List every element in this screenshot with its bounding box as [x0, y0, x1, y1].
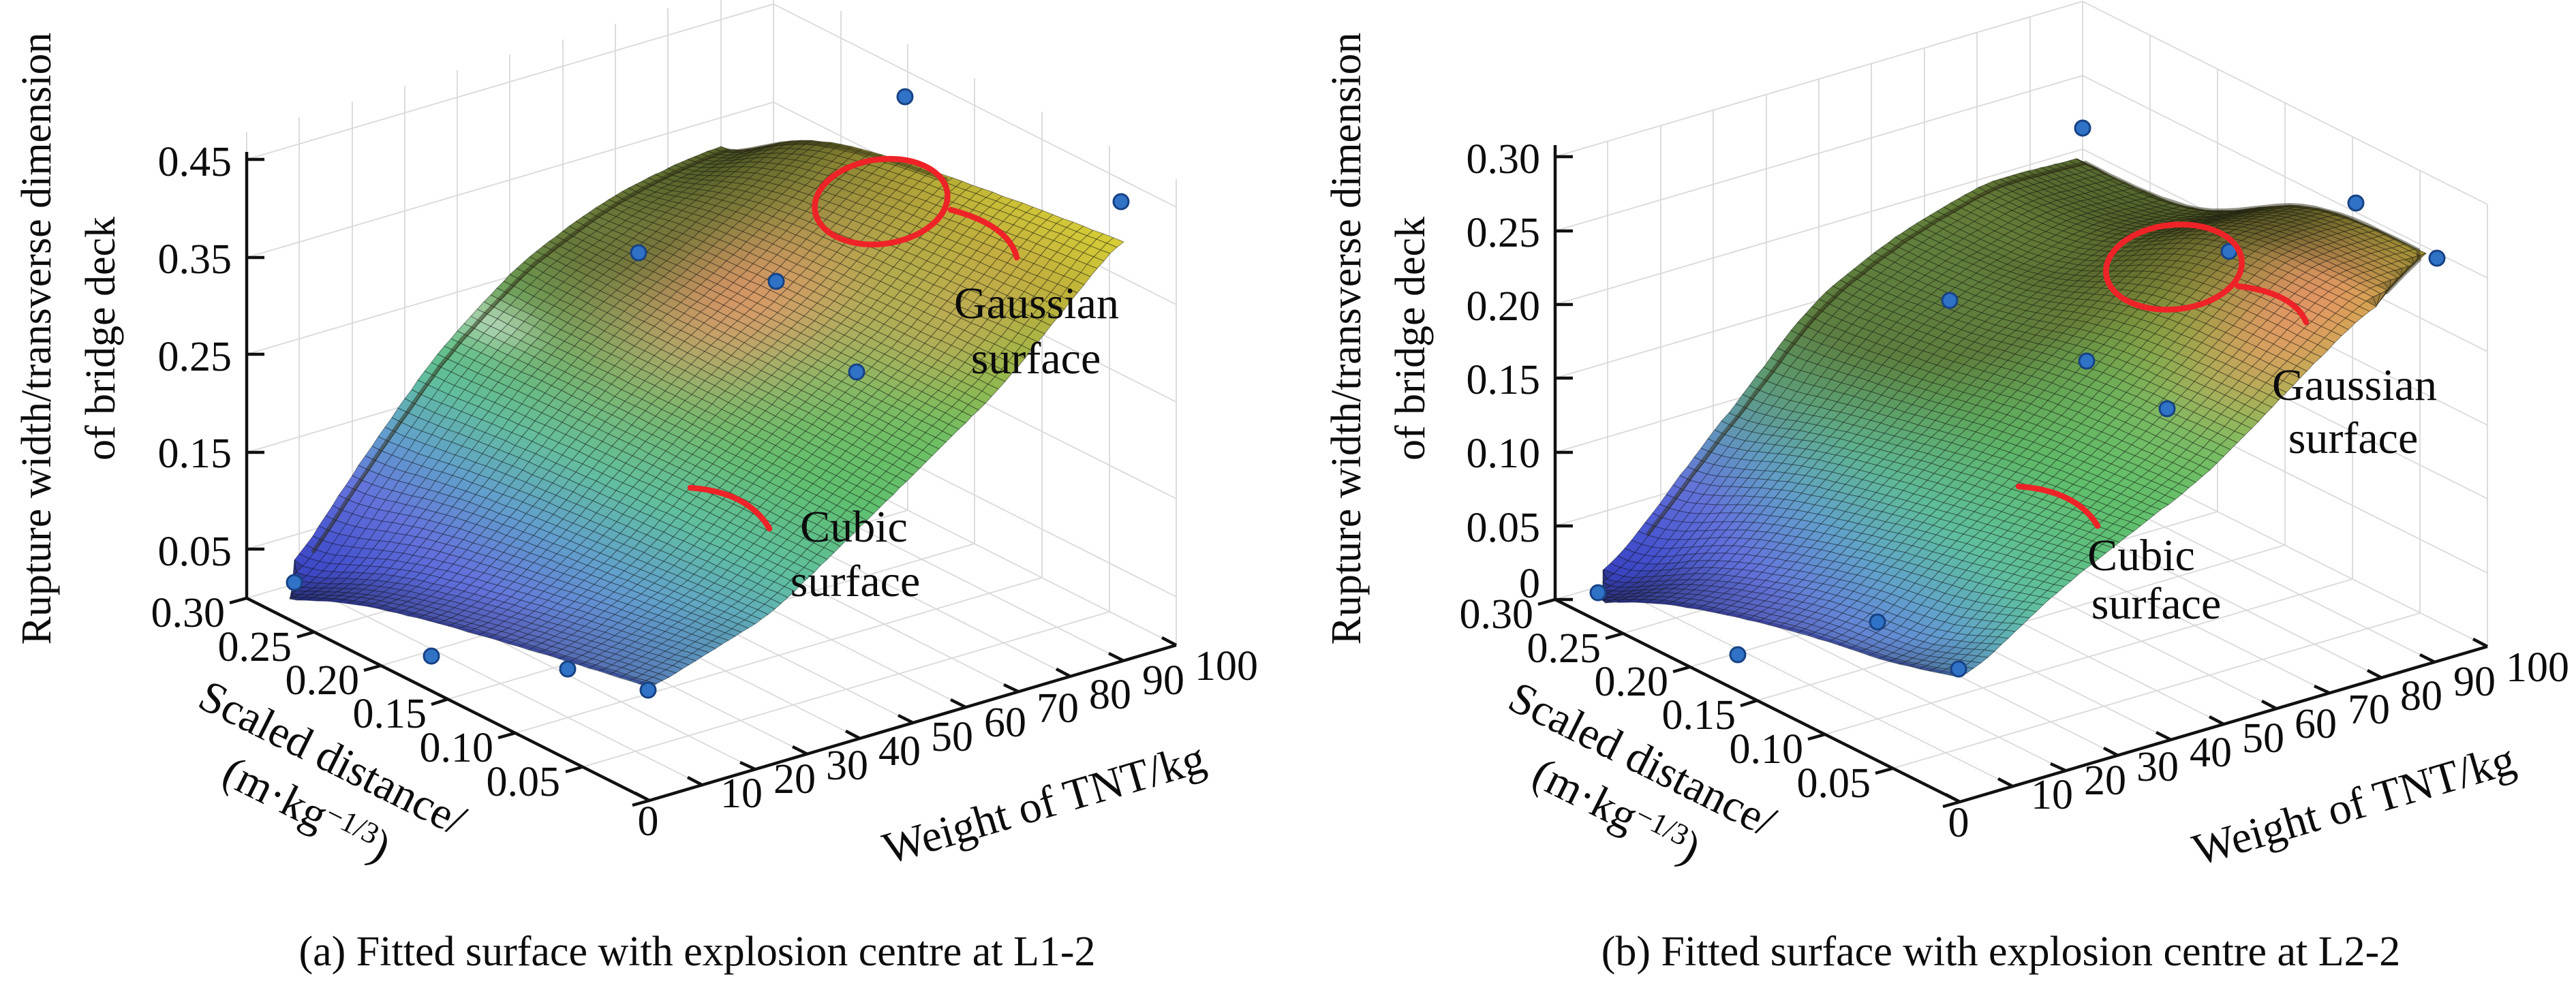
svg-text:50: 50	[931, 714, 973, 760]
svg-text:0.05: 0.05	[1797, 760, 1871, 807]
svg-text:70: 70	[2348, 687, 2390, 733]
svg-text:Gaussian: Gaussian	[2272, 360, 2437, 410]
svg-text:of bridge deck: of bridge deck	[1387, 217, 1434, 461]
svg-text:0.05: 0.05	[158, 529, 232, 575]
svg-text:90: 90	[1142, 657, 1184, 704]
svg-text:20: 20	[2084, 758, 2126, 804]
svg-text:0.20: 0.20	[1467, 283, 1541, 330]
svg-text:10: 10	[720, 771, 763, 817]
svg-text:Rupture width/transverse dimen: Rupture width/transverse dimension	[1323, 33, 1370, 645]
svg-text:60: 60	[984, 700, 1026, 746]
svg-text:surface: surface	[971, 334, 1101, 384]
svg-text:100: 100	[1195, 643, 1258, 689]
svg-text:0.35: 0.35	[158, 236, 232, 283]
svg-text:0.20: 0.20	[1595, 659, 1669, 705]
svg-text:0.15: 0.15	[1662, 692, 1736, 738]
svg-text:10: 10	[2031, 772, 2073, 818]
svg-text:0.15: 0.15	[353, 691, 427, 737]
svg-text:Rupture width/transverse dimen: Rupture width/transverse dimension	[14, 33, 60, 645]
svg-text:of bridge deck: of bridge deck	[78, 217, 124, 461]
svg-text:0.10: 0.10	[1467, 431, 1541, 477]
svg-text:Weight of TNT/kg: Weight of TNT/kg	[2187, 734, 2520, 875]
svg-text:0.30: 0.30	[151, 590, 226, 636]
svg-text:surface: surface	[2288, 414, 2419, 463]
svg-text:100: 100	[2506, 644, 2569, 691]
svg-text:Weight of TNT/kg: Weight of TNT/kg	[877, 733, 1210, 874]
svg-text:30: 30	[826, 743, 868, 789]
svg-text:(b) Fitted surface with explos: (b) Fitted surface with explosion centre…	[1601, 929, 2400, 975]
svg-text:0.15: 0.15	[158, 431, 232, 477]
svg-text:0: 0	[1948, 800, 1969, 846]
svg-text:50: 50	[2242, 715, 2284, 762]
svg-text:surface: surface	[791, 557, 921, 606]
svg-text:0: 0	[1519, 561, 1540, 607]
svg-text:0.10: 0.10	[420, 725, 494, 771]
svg-text:0.20: 0.20	[286, 657, 360, 704]
svg-text:80: 80	[1089, 672, 1131, 718]
svg-text:Cubic: Cubic	[2087, 531, 2195, 580]
svg-text:60: 60	[2295, 701, 2337, 747]
svg-text:80: 80	[2400, 673, 2442, 719]
svg-text:0.25: 0.25	[218, 624, 292, 670]
svg-text:0.30: 0.30	[1467, 136, 1541, 183]
svg-text:0.10: 0.10	[1730, 726, 1804, 773]
svg-text:0.05: 0.05	[487, 759, 561, 805]
svg-text:0.25: 0.25	[1527, 625, 1601, 672]
svg-text:0.25: 0.25	[158, 334, 232, 380]
svg-text:30: 30	[2136, 744, 2179, 790]
svg-text:surface: surface	[2091, 579, 2222, 629]
svg-text:0.30: 0.30	[1460, 591, 1534, 638]
svg-text:0.45: 0.45	[158, 139, 232, 185]
svg-text:90: 90	[2453, 659, 2496, 705]
svg-text:70: 70	[1037, 685, 1079, 732]
svg-text:20: 20	[773, 756, 816, 803]
svg-text:(a) Fitted surface with explos: (a) Fitted surface with explosion centre…	[299, 929, 1096, 975]
svg-text:40: 40	[878, 728, 921, 775]
svg-text:0.05: 0.05	[1467, 505, 1541, 551]
svg-text:0.15: 0.15	[1467, 357, 1541, 403]
svg-text:Cubic: Cubic	[800, 502, 908, 552]
svg-text:40: 40	[2190, 730, 2232, 776]
svg-text:0.25: 0.25	[1467, 210, 1541, 256]
svg-text:0: 0	[638, 798, 659, 845]
svg-text:Gaussian: Gaussian	[954, 279, 1119, 328]
